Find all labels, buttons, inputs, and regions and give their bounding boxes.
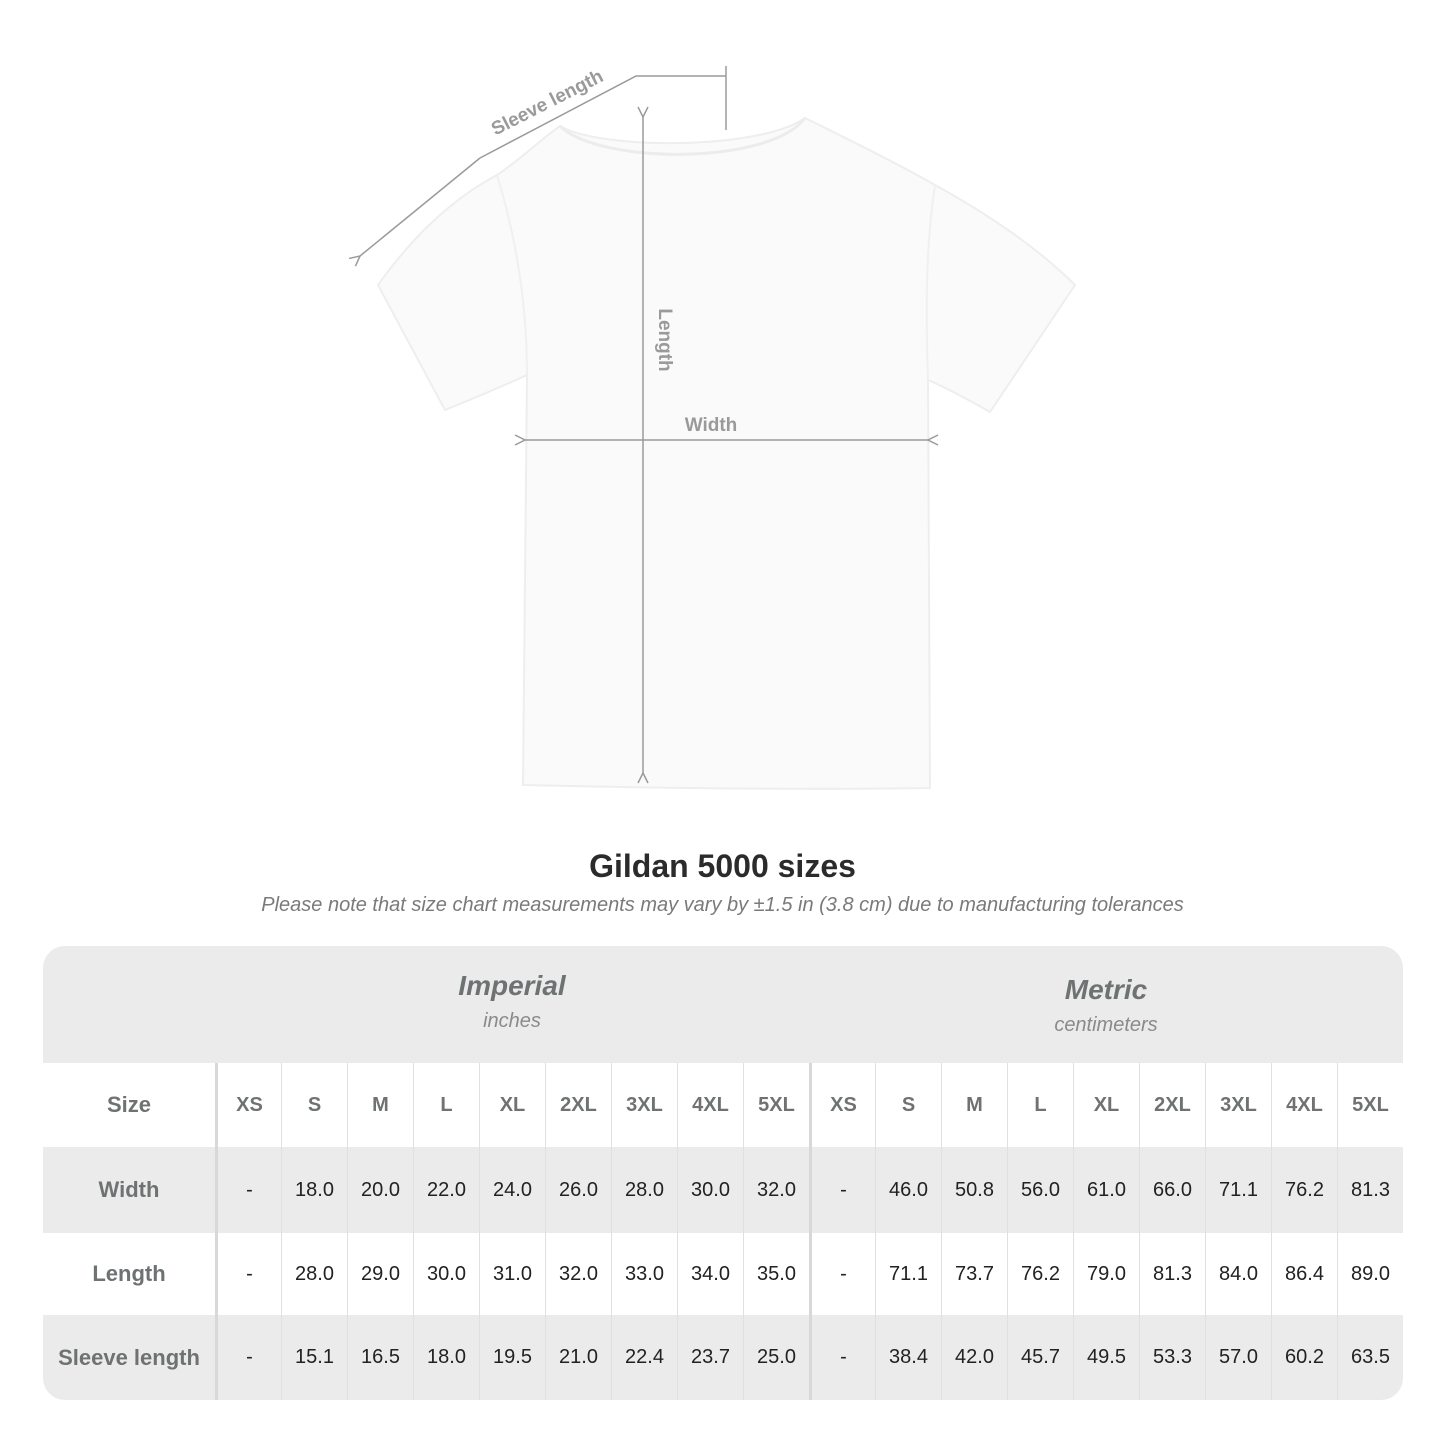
imperial-value-cell: 22.0 — [413, 1147, 479, 1233]
imperial-value-cell: 25.0 — [743, 1315, 809, 1400]
page-title: Gildan 5000 sizes — [589, 848, 856, 884]
size-header-cell: M — [941, 1063, 1007, 1147]
width-label: Width — [685, 415, 738, 436]
imperial-value-cell: 28.0 — [281, 1233, 347, 1315]
table-row: Sleeve length -15.1 16.5 18.0 19.5 21.0 22.4 23… — [43, 1315, 1403, 1400]
metric-header: Metric centimeters — [809, 974, 1403, 1037]
imperial-value-cell: 28.0 — [611, 1147, 677, 1233]
unit-header: Imperial inches Metric centimeters — [43, 946, 1403, 1063]
metric-value-cell: 60.2 — [1271, 1315, 1337, 1400]
sleeve-length-label: Sleeve length — [488, 66, 607, 140]
imperial-value-cell: - — [215, 1147, 281, 1233]
tolerance-note: Please note that size chart measurements… — [261, 894, 1184, 916]
size-header-cell: L — [413, 1063, 479, 1147]
size-header-cell: XL — [479, 1063, 545, 1147]
row-label: Width — [98, 1177, 160, 1202]
imperial-value-cell: 34.0 — [677, 1233, 743, 1315]
imperial-value-cell: 26.0 — [545, 1147, 611, 1233]
metric-value-cell: 56.0 — [1007, 1147, 1073, 1233]
imperial-value-cell: 31.0 — [479, 1233, 545, 1315]
metric-value-cell: 79.0 — [1073, 1233, 1139, 1315]
metric-value-cell: 84.0 — [1205, 1233, 1271, 1315]
metric-unit: centimeters — [1054, 1014, 1158, 1036]
imperial-value-cell: 24.0 — [479, 1147, 545, 1233]
metric-value-cell: 42.0 — [941, 1315, 1007, 1400]
metric-value-cell: - — [809, 1147, 875, 1233]
sleeve-measure-line — [360, 66, 727, 256]
length-label: Length — [654, 308, 675, 371]
metric-value-cell: 53.3 — [1139, 1315, 1205, 1400]
imperial-value-cell: 30.0 — [677, 1147, 743, 1233]
metric-value-cell: 76.2 — [1007, 1233, 1073, 1315]
size-header-cell: 3XL — [611, 1063, 677, 1147]
size-table: Imperial inches Metric centimeters Size X… — [43, 946, 1403, 1400]
size-header-cell: XL — [1073, 1063, 1139, 1147]
metric-value-cell: 46.0 — [875, 1147, 941, 1233]
size-header-cell: 4XL — [677, 1063, 743, 1147]
metric-value-cell: 57.0 — [1205, 1315, 1271, 1400]
imperial-header: Imperial inches — [215, 970, 809, 1033]
imperial-value-cell: 29.0 — [347, 1233, 413, 1315]
imperial-value-cell: 33.0 — [611, 1233, 677, 1315]
size-header-cell: 2XL — [1139, 1063, 1205, 1147]
imperial-value-cell: 18.0 — [281, 1147, 347, 1233]
imperial-value-cell: 21.0 — [545, 1315, 611, 1400]
row-label: Sleeve length — [58, 1344, 200, 1370]
metric-value-cell: 50.8 — [941, 1147, 1007, 1233]
size-header-cell: L — [1007, 1063, 1073, 1147]
metric-value-cell: - — [809, 1233, 875, 1315]
metric-value-cell: 66.0 — [1139, 1147, 1205, 1233]
metric-value-cell: 45.7 — [1007, 1315, 1073, 1400]
imperial-value-cell: - — [215, 1233, 281, 1315]
metric-title: Metric — [1064, 974, 1148, 1005]
size-header-cell: 5XL — [743, 1063, 809, 1147]
table-row: Length -28.0 29.0 30.0 31.0 32.0 33.0 34.0 35.0-… — [43, 1233, 1403, 1315]
size-header-cell: S — [281, 1063, 347, 1147]
size-header-cell: S — [875, 1063, 941, 1147]
imperial-value-cell: 18.0 — [413, 1315, 479, 1400]
metric-value-cell: 49.5 — [1073, 1315, 1139, 1400]
row-label: Size — [106, 1092, 152, 1117]
imperial-value-cell: - — [215, 1315, 281, 1400]
row-label: Length — [92, 1261, 166, 1286]
imperial-value-cell: 32.0 — [545, 1233, 611, 1315]
table-row: Width -18.0 20.0 22.0 24.0 26.0 28.0 30.0 32.0-4… — [43, 1147, 1403, 1233]
metric-value-cell: 89.0 — [1337, 1233, 1403, 1315]
size-header-cell: XS — [215, 1063, 281, 1147]
metric-value-cell: 81.3 — [1337, 1147, 1403, 1233]
tshirt-image — [376, 116, 1077, 790]
metric-value-cell: 71.1 — [1205, 1147, 1271, 1233]
size-header-cell: 5XL — [1337, 1063, 1403, 1147]
imperial-value-cell: 30.0 — [413, 1233, 479, 1315]
imperial-value-cell: 23.7 — [677, 1315, 743, 1400]
size-header-row: Size XS S M L XL 2XL 3XL 4XL 5XL XS S M L XL 2XL 3XL 4XL 5… — [43, 1063, 1403, 1147]
imperial-value-cell: 22.4 — [611, 1315, 677, 1400]
metric-value-cell: 81.3 — [1139, 1233, 1205, 1315]
metric-value-cell: - — [809, 1315, 875, 1400]
imperial-value-cell: 20.0 — [347, 1147, 413, 1233]
size-header-cell: 3XL — [1205, 1063, 1271, 1147]
imperial-value-cell: 32.0 — [743, 1147, 809, 1233]
imperial-value-cell: 35.0 — [743, 1233, 809, 1315]
size-header-cell: M — [347, 1063, 413, 1147]
metric-value-cell: 73.7 — [941, 1233, 1007, 1315]
imperial-title: Imperial — [458, 970, 566, 1001]
metric-value-cell: 86.4 — [1271, 1233, 1337, 1315]
imperial-value-cell: 16.5 — [347, 1315, 413, 1400]
imperial-value-cell: 19.5 — [479, 1315, 545, 1400]
metric-value-cell: 38.4 — [875, 1315, 941, 1400]
size-header-cell: 2XL — [545, 1063, 611, 1147]
imperial-unit: inches — [483, 1010, 541, 1032]
metric-value-cell: 76.2 — [1271, 1147, 1337, 1233]
metric-value-cell: 63.5 — [1337, 1315, 1403, 1400]
metric-value-cell: 71.1 — [875, 1233, 941, 1315]
tshirt-diagram: Sleeve length Length Width — [0, 66, 1077, 790]
size-header-cell: XS — [809, 1063, 875, 1147]
size-header-cell: 4XL — [1271, 1063, 1337, 1147]
metric-value-cell: 61.0 — [1073, 1147, 1139, 1233]
imperial-value-cell: 15.1 — [281, 1315, 347, 1400]
